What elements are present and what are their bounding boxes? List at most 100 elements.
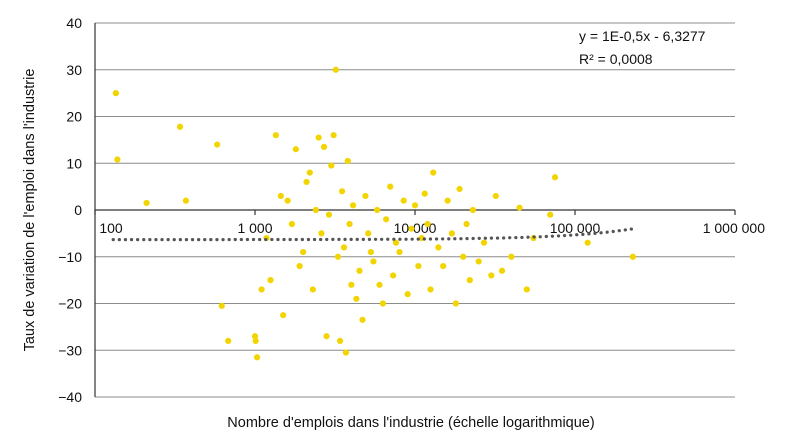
data-point: [387, 183, 394, 190]
data-point: [320, 143, 328, 150]
data-point: [258, 286, 265, 293]
data-point: [463, 220, 470, 228]
data-point: [309, 286, 316, 293]
data-point: [318, 230, 325, 237]
data-point: [284, 197, 291, 204]
y-tick-label: 30: [66, 62, 82, 78]
data-point: [251, 333, 259, 340]
data-point: [480, 239, 488, 246]
data-point: [348, 281, 355, 288]
data-point: [353, 295, 360, 302]
data-point: [469, 206, 476, 214]
data-point: [342, 349, 350, 356]
data-point: [296, 263, 303, 270]
data-point: [396, 248, 403, 256]
y-tick-label: 20: [66, 109, 82, 125]
data-point: [253, 354, 261, 361]
data-point: [300, 248, 307, 256]
data-point: [390, 272, 397, 279]
data-point: [340, 244, 348, 251]
data-point: [346, 220, 353, 228]
data-point: [280, 312, 287, 319]
data-point: [629, 253, 636, 260]
y-tick-label: 0: [74, 202, 82, 218]
x-axis-title: Nombre d'emplois dans l'industrie (échel…: [227, 415, 594, 431]
data-point: [330, 132, 337, 139]
data-point: [379, 300, 386, 307]
y-tick-label: −40: [58, 389, 82, 405]
data-point: [460, 253, 467, 260]
data-point: [325, 211, 333, 218]
data-point: [143, 199, 150, 207]
data-point: [508, 253, 515, 260]
data-point: [114, 156, 121, 163]
data-point: [466, 277, 473, 284]
data-point: [448, 230, 455, 237]
x-tick-label: 100 000: [550, 220, 601, 236]
data-point: [218, 302, 225, 309]
data-point: [492, 192, 499, 200]
x-tick-label: 100: [99, 220, 123, 236]
data-point: [551, 174, 559, 181]
data-point: [430, 169, 437, 176]
data-point: [367, 248, 374, 256]
data-point: [516, 204, 523, 211]
data-point: [288, 220, 295, 228]
data-point: [411, 202, 419, 209]
data-point: [349, 202, 357, 209]
y-axis-title: Taux de variation de l'emploi dans l'ind…: [22, 69, 38, 352]
y-tick-labels: 40 30 20 10 0 −10 −20 −30 −40: [58, 15, 82, 405]
data-point: [312, 206, 319, 214]
data-point: [323, 333, 330, 340]
data-point: [328, 162, 335, 169]
trend-equation: y = 1E-0,5x - 6,3277: [579, 28, 706, 44]
data-points: [112, 66, 636, 361]
data-point: [277, 192, 284, 200]
data-point: [336, 337, 344, 344]
x-tick-label: 1 000 000: [703, 220, 765, 236]
data-point: [452, 300, 459, 307]
data-point: [182, 197, 190, 204]
data-point: [400, 197, 407, 204]
data-point: [267, 277, 274, 284]
data-point: [112, 90, 119, 97]
data-point: [475, 258, 482, 265]
r-squared-label: R² = 0,0008: [579, 51, 653, 67]
data-point: [404, 291, 411, 298]
data-point: [435, 244, 442, 251]
data-point: [424, 220, 431, 228]
data-point: [176, 123, 184, 130]
data-point: [376, 281, 383, 288]
y-tick-label: −10: [58, 249, 82, 265]
x-tick-label: 1 000: [237, 220, 272, 236]
data-point: [225, 337, 232, 344]
data-point: [440, 263, 447, 270]
y-tick-label: −30: [58, 342, 82, 358]
data-point: [338, 188, 346, 195]
data-point: [370, 258, 377, 265]
data-point: [415, 263, 422, 270]
data-point: [444, 197, 451, 204]
y-tick-label: −20: [58, 296, 82, 312]
data-point: [456, 185, 463, 193]
data-point: [292, 146, 299, 153]
data-point: [252, 337, 259, 344]
data-point: [315, 134, 322, 141]
data-point: [421, 190, 428, 197]
data-point: [306, 169, 313, 176]
y-tick-label: 40: [66, 15, 82, 31]
data-point: [488, 272, 495, 279]
data-point: [303, 178, 310, 186]
data-point: [344, 157, 351, 165]
data-point: [523, 286, 530, 293]
data-point: [272, 132, 279, 139]
data-point: [332, 66, 339, 73]
data-point: [356, 267, 363, 274]
data-point: [365, 230, 372, 237]
y-tick-label: 10: [66, 155, 82, 171]
data-point: [362, 192, 369, 200]
trendline: [111, 226, 638, 242]
data-point: [584, 239, 591, 246]
data-point: [214, 141, 221, 148]
